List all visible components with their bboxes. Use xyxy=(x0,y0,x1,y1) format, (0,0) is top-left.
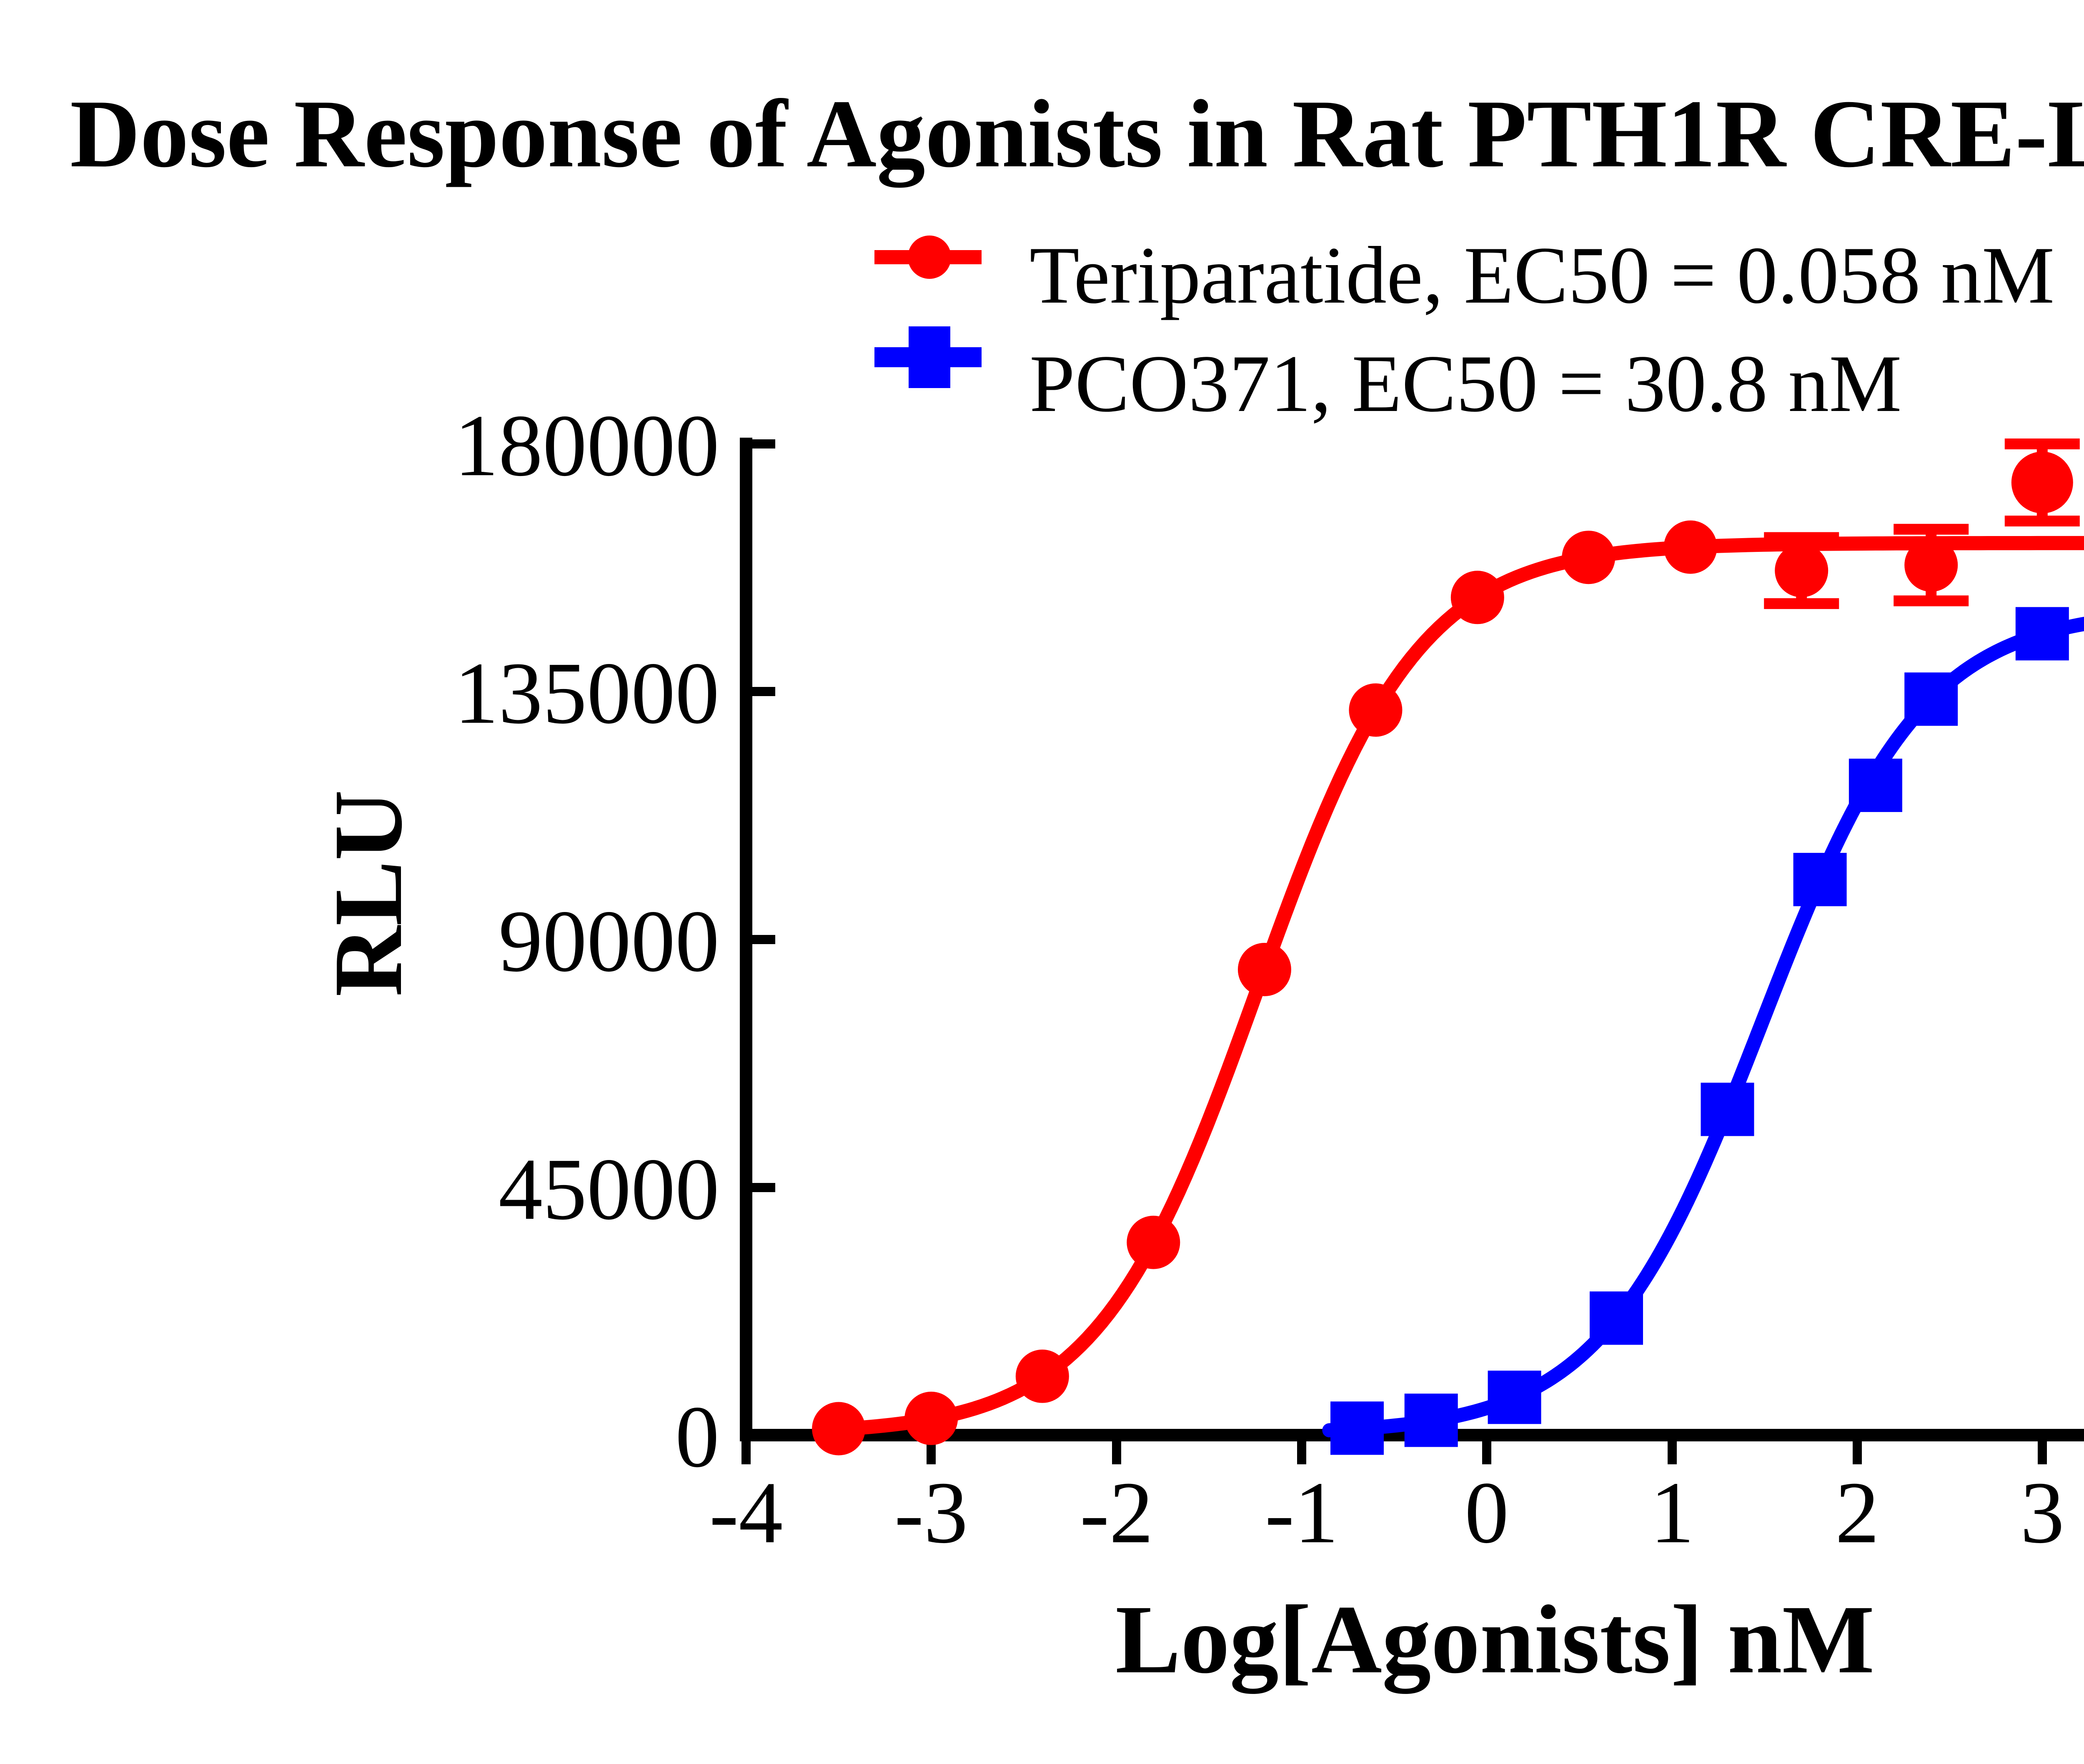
svg-text:3: 3 xyxy=(2020,1463,2064,1561)
svg-text:0: 0 xyxy=(1465,1463,1509,1561)
svg-text:2: 2 xyxy=(1835,1463,1879,1561)
svg-text:45000: 45000 xyxy=(498,1140,719,1238)
svg-text:-1: -1 xyxy=(1265,1463,1339,1561)
svg-text:-2: -2 xyxy=(1080,1463,1154,1561)
svg-text:90000: 90000 xyxy=(498,892,719,990)
svg-text:1: 1 xyxy=(1650,1463,1694,1561)
svg-text:135000: 135000 xyxy=(454,644,719,742)
svg-text:-4: -4 xyxy=(709,1463,783,1561)
svg-text:-3: -3 xyxy=(894,1463,968,1561)
svg-text:180000: 180000 xyxy=(454,396,719,494)
